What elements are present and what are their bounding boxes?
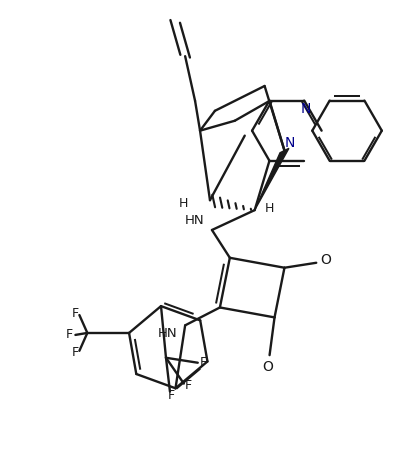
Text: HN: HN <box>184 213 204 227</box>
Text: N: N <box>301 102 311 115</box>
Text: F: F <box>184 379 192 392</box>
Text: O: O <box>262 360 273 374</box>
Text: N: N <box>284 136 295 150</box>
Polygon shape <box>255 148 289 210</box>
Text: O: O <box>320 253 330 267</box>
Text: HN: HN <box>157 327 177 340</box>
Text: F: F <box>72 346 79 359</box>
Text: F: F <box>167 389 175 402</box>
Text: H: H <box>265 202 274 215</box>
Text: F: F <box>200 356 207 369</box>
Text: F: F <box>72 306 79 320</box>
Text: H: H <box>179 196 188 210</box>
Text: F: F <box>66 328 73 341</box>
